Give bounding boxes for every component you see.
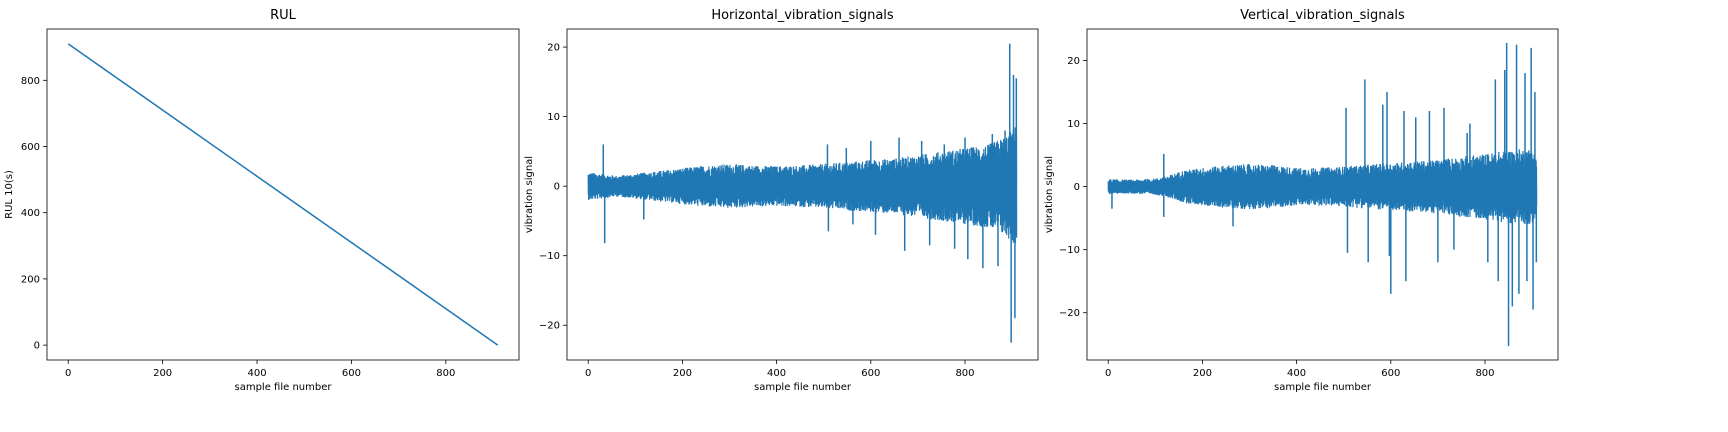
x-tick-label: 0 (65, 368, 71, 379)
x-tick-label: 400 (1287, 368, 1306, 379)
y-tick-label: 0 (1074, 182, 1080, 193)
y-tick-label: 400 (21, 208, 40, 219)
x-tick-label: 200 (1193, 368, 1212, 379)
y-tick-label: −20 (1059, 308, 1080, 319)
chart-title: Vertical_vibration_signals (1240, 8, 1405, 23)
y-tick-label: 20 (1067, 56, 1080, 67)
x-axis-label: sample file number (754, 382, 852, 393)
axes-frame (566, 28, 1039, 361)
y-tick-label: 10 (547, 112, 560, 123)
signal-trace (587, 127, 1018, 244)
x-tick-label: 200 (153, 368, 172, 379)
chart-panel-2: 0 200 400 600 800 −20 −10 0 10 20 Horizontal_vibra… (524, 8, 1039, 393)
y-tick-label: 0 (34, 341, 40, 352)
plot-area (1107, 42, 1538, 347)
x-tick-label: 0 (585, 368, 591, 379)
chart-title: Horizontal_vibration_signals (711, 8, 894, 23)
x-axis-label: sample file number (1274, 382, 1372, 393)
y-tick-label: 10 (1067, 119, 1080, 130)
axes-frame (1086, 28, 1559, 361)
x-tick-label: 400 (767, 368, 786, 379)
x-tick-label: 800 (436, 368, 455, 379)
y-tick-label: −20 (539, 321, 560, 332)
y-axis-label: RUL 10(s) (4, 170, 15, 219)
plot-area (67, 43, 499, 346)
y-tick-label: 800 (21, 76, 40, 87)
y-axis-label: vibration signal (524, 156, 535, 233)
x-tick-label: 800 (955, 368, 974, 379)
x-tick-label: 800 (1475, 368, 1494, 379)
x-tick-label: 600 (342, 368, 361, 379)
y-tick-label: −10 (1059, 245, 1080, 256)
y-tick-label: −10 (539, 251, 560, 262)
y-tick-label: 20 (547, 43, 560, 54)
chart-panel-3: 0 200 400 600 800 −20 −10 0 10 20 Vertical_vibrati… (1044, 8, 1559, 393)
x-tick-label: 0 (1105, 368, 1111, 379)
signal-trace (1107, 149, 1538, 225)
x-axis-label: sample file number (235, 382, 333, 393)
y-axis-label: vibration signal (1044, 156, 1055, 233)
chart-panel-1: 0 200 400 600 800 0 200 400 600 800 RUL sample file… (4, 8, 520, 393)
y-tick-label: 0 (554, 182, 560, 193)
x-tick-label: 200 (673, 368, 692, 379)
chart-title: RUL (270, 8, 297, 23)
series-line (67, 43, 499, 346)
x-tick-label: 600 (861, 368, 880, 379)
plot-area (587, 43, 1018, 343)
x-tick-label: 400 (247, 368, 266, 379)
x-tick-label: 600 (1381, 368, 1400, 379)
y-tick-label: 600 (21, 142, 40, 153)
axes-frame (46, 28, 520, 361)
y-tick-label: 200 (21, 274, 40, 285)
